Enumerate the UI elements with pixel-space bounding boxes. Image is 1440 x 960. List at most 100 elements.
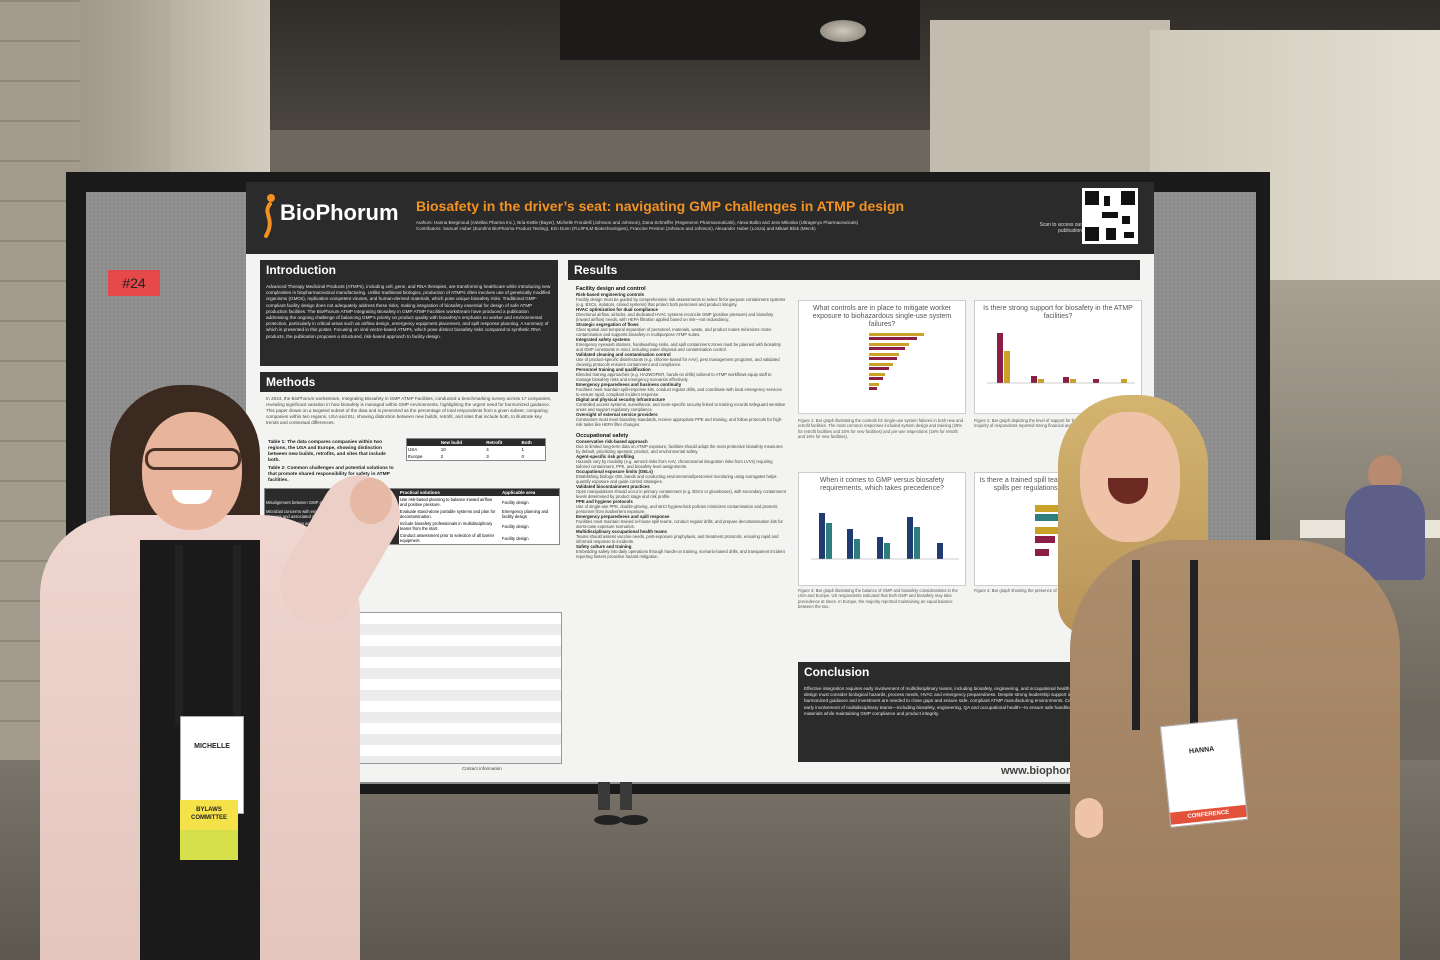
left-person-face [142,412,242,530]
left-name-badge: MICHELLE [180,716,244,814]
results-item-heading: Conservative risk-based approach [576,439,648,444]
results-item-text: Hazards vary by modality (e.g. aerosol r… [576,459,773,469]
results-item-text: Directional airflow, airlocks, and dedic… [576,312,774,322]
results-item-text: Teams should assess vaccine needs, post-… [576,534,779,544]
results-item-heading: Emergency preparedness and spill respons… [576,514,670,519]
figure2-title: Is there strong support for biosafety in… [983,305,1133,320]
biophorum-logo-icon [264,194,275,238]
authors-line: Authors: Hanna Bergmoud (Astellas Pharma… [416,220,859,225]
right-person-hand [1075,798,1103,838]
results-item-heading: Personnel training and qualification [576,367,651,372]
results-item-heading: Integrated safety systems [576,337,630,342]
person-behind-board-feet [594,780,648,825]
table1-cell: Europe [408,454,423,459]
ribbon-text: BYLAWS COMMITTEE [180,806,238,822]
results-item-heading: Safety culture and training [576,544,632,549]
methods-text: In 2024, the BioPhorum workstream, Integ… [266,396,552,425]
right-person-lanyard [1132,560,1198,730]
ribbon-line-1: BYLAWS [196,807,222,813]
introduction-text: Advanced Therapy Medicinal Products (ATM… [260,280,558,366]
figure1-caption: Figure 1: Bar graph illustrating the con… [798,418,964,440]
results-column: Facility design and control Risk-based en… [576,286,786,559]
table-row: Europe 2 3 0 [407,453,546,461]
results-item-text: Open manipulations should occur in prima… [576,489,786,499]
venue-wall-right [930,20,1170,190]
results-item-heading: PPE and hygiene protocols [576,499,633,504]
qr-code-icon[interactable] [1082,188,1138,244]
figure3-caption: Figure 3: Bar graph illustrating the bal… [798,588,958,610]
figure2-caption: Figure 2: Bar graph depicting the level … [974,418,1131,429]
results-item-text: Embedding safety into daily operations t… [576,549,785,559]
poster: BioPhorum Biosafety in the driver’s seat… [246,182,1154,782]
table2-cell: Evaluate stand-alone portable systems an… [399,509,496,519]
results-item-heading: Digital and physical security infrastruc… [576,397,666,402]
conclusion-heading: Conclusion [798,662,1140,682]
results-item-heading: Emergency preparedness and business cont… [576,382,682,387]
results-item-text: Emergency eyewash stations, handwashing … [576,342,781,352]
figure3-bars [811,513,959,560]
results-item-heading: Validated cleaning and contamination con… [576,352,671,357]
figure1-chart: What controls are in place to mitigate w… [798,300,966,414]
biophorum-logo-text: BioPhorum [280,200,399,225]
table2-cell: Facility design [502,535,529,541]
figure3-chart: When it comes to GMP versus biosafety re… [798,472,966,586]
results-item-heading: Multidisciplinary occupational health te… [576,529,668,534]
table1-header-row: New build Retrofit Both [406,438,546,447]
table2-caption: Table 2: Common challenges and potential… [268,466,394,483]
results-item-text: Facilities must maintain spill-response … [576,387,782,397]
figure2-bars [987,333,1135,384]
figure4-caption: Figure 4: Bar graph showing the presence… [974,588,1112,593]
introduction-heading: Introduction [260,260,558,280]
results-item-text: Blended training approaches (e.g. HAZWOP… [576,372,772,382]
table2-header: Practical solutions [399,490,440,495]
table1-caption: Table 1: The data compares companies wit… [268,440,386,463]
badge-ribbons: BYLAWS COMMITTEE [180,800,238,860]
poster-header: BioPhorum Biosafety in the driver’s seat… [246,182,1154,254]
left-person-lanyard [175,545,241,725]
results-item-heading: Risk-based engineering controls [576,292,645,297]
figure3-title: When it comes to GMP versus biosafety re… [819,477,945,492]
contributors-line: Contributors: Samuel Huber (Eurofins Bio… [416,226,816,231]
table2-header: Applicable area [502,490,536,495]
table1-cell: 3 [486,454,489,459]
board-number-sign: #24 [108,270,160,296]
left-person-smile [172,490,212,504]
ceiling-opening [560,0,920,60]
table2-cell: Include biosafety professionals in multi… [399,521,493,531]
table2-cell: Use risk-based planning to balance inwar… [399,497,493,507]
table-row: USA 10 4 1 [407,446,546,453]
table2-cell: Facility design [502,523,529,529]
figure1-bars [869,333,924,390]
ceiling-vent [820,20,866,42]
results-item-heading: Strategic segregation of flows [576,322,639,327]
results-heading: Results [568,260,1140,280]
results-item-text: Facility design must be guided by compre… [576,297,786,307]
table2-cell: Facility design [502,499,529,505]
right-name-badge: HANNA CONFERENCE [1159,718,1249,828]
table1-header: Retrofit [486,440,503,445]
contact-heading: Contact information [462,766,502,771]
table1-header [407,439,440,447]
right-person-face [1080,412,1180,542]
results-item-text: Use of product-specific disinfectants (e… [576,357,780,367]
results-item-text: Use of single-use PPE, double-gloving, a… [576,504,778,514]
results-item-heading: Oversight of external service providers [576,412,658,417]
table1: New build Retrofit Both USA 10 4 1 Europ… [406,438,546,461]
biophorum-url[interactable]: www.biophorum [1001,765,1087,777]
glasses-icon [145,448,241,470]
table-row: Microbial concerns with emergency equipm… [264,508,560,520]
table1-cell: 4 [486,447,489,452]
results-item-text: Due to limited long-term data on ATMP ex… [576,444,783,454]
table1-cell: 2 [440,454,444,459]
results-subheading: Occupational safety [576,433,629,439]
left-person-pointing-hand [350,478,392,524]
methods-heading: Methods [260,372,558,392]
right-badge-name: HANNA [1188,745,1215,756]
results-item-heading: Agent-specific risk profiling [576,454,635,459]
left-badge-name: MICHELLE [194,743,230,750]
results-subheading: Facility design and control [576,286,646,292]
results-item-text: Controlled access systems, surveillance,… [576,402,786,412]
table2-cell: Emergency planning and facility design [502,509,549,519]
table-row: Misalignment between GMP and biosafety (… [264,496,560,508]
table1-header: New build [440,440,463,445]
